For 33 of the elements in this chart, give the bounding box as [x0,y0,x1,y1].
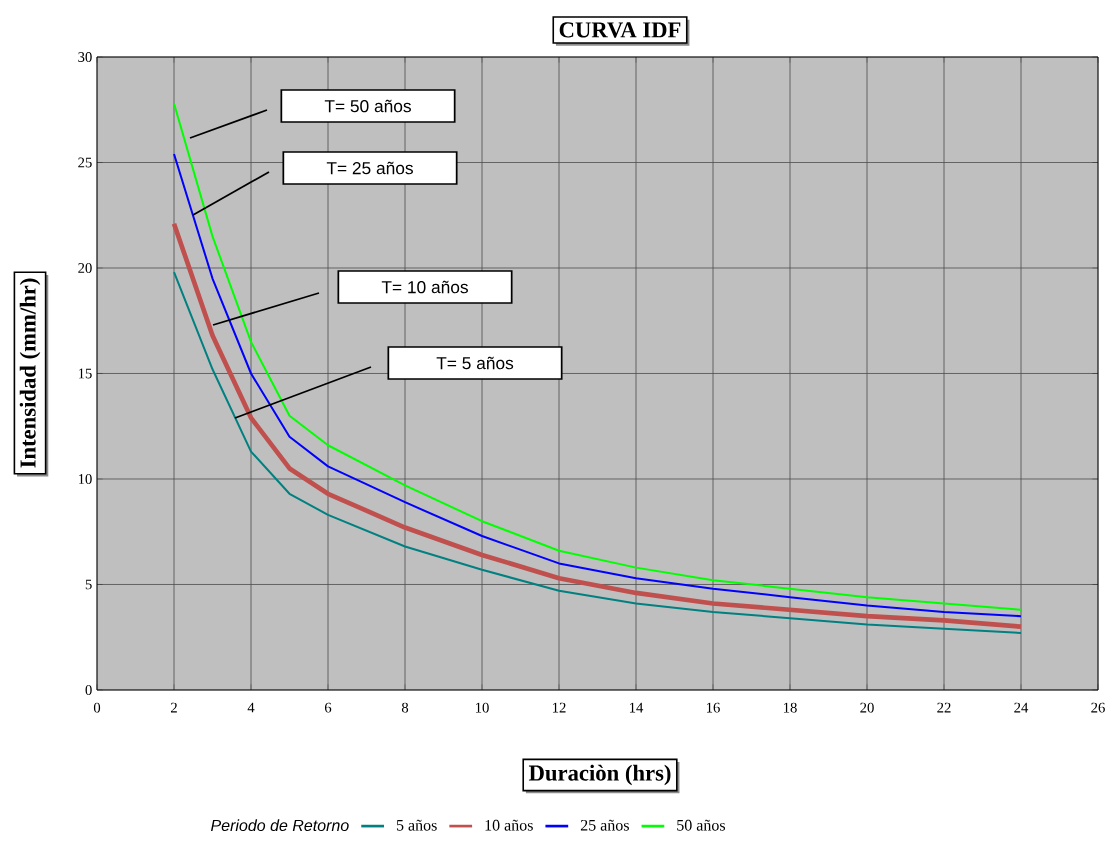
annotation: T= 50 años [324,99,411,113]
x-tick-label: 24 [1014,702,1029,713]
chart-title: CURVA IDF [559,22,681,38]
x-tick-label: 22 [937,702,951,713]
x-tick-label: 18 [783,702,797,713]
annotation: T= 5 años [436,356,514,370]
y-tick-label: 5 [85,579,92,590]
legend-title: Periodo de Retorno [211,819,349,832]
y-tick-label: 10 [78,474,92,484]
x-tick-label: 4 [247,702,255,713]
x-tick-label: 10 [475,702,489,713]
x-tick-label: 16 [706,702,720,713]
y-tick-label: 30 [78,52,92,62]
y-tick-label: 20 [78,263,92,273]
y-axis-title: Intensidad (mm/hr) [19,278,41,468]
legend-label: 5 años [396,819,437,831]
y-tick-label: 25 [78,157,92,168]
x-tick-label: 2 [170,702,177,713]
x-tick-label: 20 [860,702,874,713]
y-tick-label: 0 [85,685,92,695]
x-tick-label: 14 [629,702,644,713]
annotation: T= 10 años [381,280,468,294]
x-tick-label: 12 [552,702,566,713]
x-tick-label: 0 [93,702,101,713]
x-tick-label: 6 [324,702,332,713]
annotation: T= 25 años [326,161,413,175]
y-tick-label: 15 [78,368,92,379]
x-tick-label: 26 [1091,702,1105,713]
legend-label: 25 años [580,819,629,831]
x-tick-label: 8 [401,702,409,713]
x-axis-title: Duraciòn (hrs) [528,764,671,786]
legend-label: 50 años [677,819,726,831]
legend-label: 10 años [485,819,533,831]
